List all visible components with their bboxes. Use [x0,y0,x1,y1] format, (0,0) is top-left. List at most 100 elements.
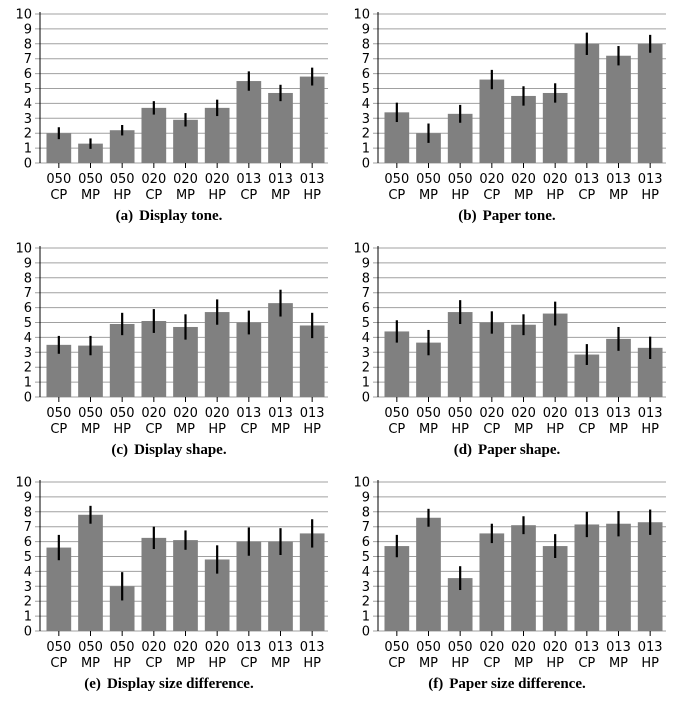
xtick-label-f-2-0: 050 [448,640,473,655]
xtick-label-f-0-0: 050 [384,640,409,655]
ytick-label-e-7: 7 [24,520,32,535]
ytick-label-c-6: 6 [24,301,32,316]
xtick-label-a-6-1: CP [240,188,257,203]
xtick-label-b-8-1: HP [641,188,659,203]
bar-a-020-HP [204,107,230,163]
ytick-label-a-2: 2 [24,127,32,142]
xtick-label-c-7-1: MP [271,422,290,437]
bar-e-013-CP [236,541,262,631]
bar-f-050-MP [416,517,441,631]
bar-b-013-MP [606,55,631,163]
xtick-label-b-1-0: 050 [416,172,441,187]
xtick-label-b-5-0: 020 [543,172,568,187]
bar-f-020-CP [479,533,505,631]
xtick-label-d-8-1: HP [641,422,659,437]
xtick-label-f-1-1: MP [419,656,438,671]
chart-d: 012345678910050CP050MP050HP020CP020MP020… [353,242,666,437]
xtick-label-e-6-1: CP [240,656,257,671]
bar-e-050-MP [78,514,103,631]
xtick-label-e-7-0: 013 [268,640,293,655]
caption-text-d: Paper shape. [478,442,561,458]
bar-a-013-HP [299,76,325,163]
bar-e-013-MP [268,541,293,631]
xtick-label-c-5-1: HP [208,422,226,437]
xtick-label-e-4-1: MP [176,656,195,671]
panel-c: 0 1 2 3 4 5 6 7 8 9 10 050 CP 050 MP 050 HP 020 CP 020 MP 020… [0,234,338,468]
xtick-label-a-2-1: HP [113,188,131,203]
ytick-label-a-8: 8 [24,37,32,52]
bar-e-020-CP [141,537,167,631]
xtick-label-e-3-1: CP [145,656,162,671]
xtick-label-f-5-1: HP [546,656,564,671]
xtick-label-a-4-0: 020 [173,172,198,187]
bar-f-020-HP [542,546,568,631]
xtick-label-a-0-0: 050 [46,172,71,187]
bar-a-020-MP [173,119,198,163]
ytick-label-d-2: 2 [362,361,370,376]
ytick-label-d-1: 1 [362,376,370,391]
caption-text-f: Paper size difference. [449,676,586,692]
xtick-label-b-6-1: CP [578,188,595,203]
xtick-label-b-2-1: HP [451,188,469,203]
bar-f-013-HP [637,522,663,631]
xtick-label-c-8-0: 013 [300,406,325,421]
ytick-label-f-10: 10 [353,476,370,491]
xtick-label-f-8-1: HP [641,656,659,671]
xtick-label-d-1-1: MP [419,422,438,437]
panel-d: 0 1 2 3 4 5 6 7 8 9 10 050 CP 050 MP 050 HP 020 CP 020 MP 020… [338,234,676,468]
xtick-label-c-0-0: 050 [46,406,71,421]
xtick-label-a-1-1: MP [81,188,100,203]
xtick-label-d-0-0: 050 [384,406,409,421]
xtick-label-c-6-1: CP [240,422,257,437]
xtick-label-e-7-1: MP [271,656,290,671]
xtick-label-e-2-0: 050 [110,640,135,655]
chart-e: 012345678910050CP050MP050HP020CP020MP020… [15,476,328,671]
ytick-label-c-4: 4 [24,331,32,346]
xtick-label-c-6-0: 013 [236,406,261,421]
xtick-label-b-4-1: MP [514,188,533,203]
bar-a-013-CP [236,81,262,163]
ytick-label-a-4: 4 [24,97,32,112]
xtick-label-e-2-1: HP [113,656,131,671]
bar-a-013-MP [268,92,293,163]
bar-a-050-HP [109,130,135,163]
xtick-label-d-7-1: MP [609,422,628,437]
bar-b-013-CP [574,43,600,163]
caption-a: (a) Display tone. [0,208,338,225]
xtick-label-d-2-1: HP [451,422,469,437]
bar-f-050-CP [384,546,410,631]
xtick-label-f-1-0: 050 [416,640,441,655]
xtick-label-f-6-1: CP [578,656,595,671]
panel-a: 0 1 2 3 4 5 6 7 8 9 10 050 CP 050 MP 050 HP 020 CP 020 MP 020… [0,0,338,234]
xtick-label-e-3-0: 020 [141,640,166,655]
xtick-label-b-5-1: HP [546,188,564,203]
xtick-label-d-8-0: 013 [638,406,663,421]
ytick-label-e-3: 3 [24,580,32,595]
ytick-label-f-8: 8 [362,505,370,520]
xtick-label-a-3-1: CP [145,188,162,203]
bar-d-020-CP [479,322,505,397]
xtick-label-c-3-0: 020 [141,406,166,421]
ytick-label-f-9: 9 [362,490,370,505]
ytick-label-d-3: 3 [362,346,370,361]
ytick-label-d-9: 9 [362,256,370,271]
xtick-label-a-3-0: 020 [141,172,166,187]
xtick-label-b-8-0: 013 [638,172,663,187]
xtick-label-e-4-0: 020 [173,640,198,655]
xtick-label-f-8-0: 013 [638,640,663,655]
ytick-label-e-1: 1 [24,610,32,625]
ytick-label-e-0: 0 [24,625,32,640]
xtick-label-a-1-0: 050 [78,172,103,187]
ytick-label-e-6: 6 [24,535,32,550]
ytick-label-f-3: 3 [362,580,370,595]
xtick-label-f-7-1: MP [609,656,628,671]
ytick-label-a-10: 10 [15,8,32,23]
chart-c: 012345678910050CP050MP050HP020CP020MP020… [15,242,328,437]
ytick-label-a-3: 3 [24,112,32,127]
xtick-label-d-4-0: 020 [511,406,536,421]
ytick-label-b-4: 4 [362,97,370,112]
ytick-label-a-7: 7 [24,52,32,67]
ytick-label-f-4: 4 [362,565,370,580]
xtick-label-d-3-1: CP [483,422,500,437]
